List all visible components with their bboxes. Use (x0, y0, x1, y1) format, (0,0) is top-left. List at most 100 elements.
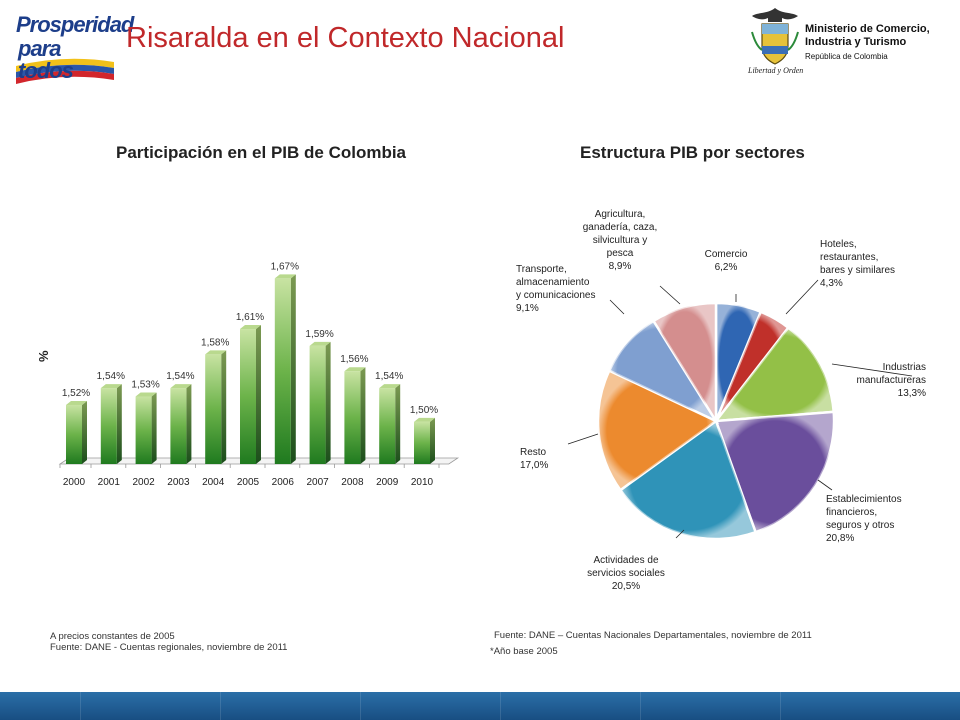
x-tick-label: 2001 (98, 477, 121, 488)
note-base-year: *Año base 2005 (490, 646, 558, 657)
bar-value-label: 1,50% (410, 405, 438, 416)
page-title: Risaralda en el Contexto Nacional (126, 22, 565, 54)
bar-front (170, 388, 187, 464)
pie-label: 17,0% (520, 460, 548, 471)
bar-top (309, 341, 331, 346)
pie-leader-line (831, 363, 913, 377)
bar-front (309, 345, 326, 464)
pie-leader-line (567, 433, 599, 445)
bar-value-label: 1,67% (271, 261, 299, 272)
pie-leader-line (675, 529, 685, 539)
x-tick-label: 2009 (376, 477, 399, 488)
ministry-label: Ministerio de Comercio, Industria y Turi… (805, 23, 955, 63)
x-tick-label: 2000 (63, 477, 86, 488)
pie-label: 8,9% (609, 261, 632, 272)
bar-front (100, 388, 117, 464)
bar-front (205, 354, 222, 464)
pie-chart: Comercio 6,2% Hoteles, restaurantes, bares y… (516, 209, 926, 592)
bar-front (274, 278, 291, 464)
pie-label: manufactureras (857, 375, 926, 386)
x-tick-label: 2010 (411, 477, 434, 488)
bar-value-label: 1,59% (305, 329, 333, 340)
pie-slice-shade (620, 421, 756, 540)
x-tick-label: 2002 (132, 477, 155, 488)
bar-top (274, 274, 296, 279)
pie-label: 20,5% (612, 581, 640, 592)
pie-label: Transporte, (516, 264, 567, 275)
bar-side (325, 341, 331, 464)
bar-side (116, 384, 122, 464)
pie-label: financieros, (826, 507, 877, 518)
ministry-line-2: Industria y Turismo (805, 36, 907, 48)
pie-label: seguros y otros (826, 520, 894, 531)
pie-slice-shade (716, 327, 834, 421)
pie-label: 13,3% (898, 388, 926, 399)
note-source-left: Fuente: DANE - Cuentas regionales, novie… (50, 642, 288, 653)
bar-side (430, 417, 435, 464)
pie-label: bares y similares (820, 265, 895, 276)
pie-label: 4,3% (820, 278, 843, 289)
bar-front (344, 371, 361, 464)
pie-label: restaurantes, (820, 252, 878, 263)
pie-label: Agricultura, (595, 209, 646, 220)
x-tick-label: 2004 (202, 477, 225, 488)
bar-value-label: 1,52% (62, 388, 90, 399)
bar-side (82, 400, 87, 464)
x-tick-label: 2003 (167, 477, 190, 488)
bar-side (256, 325, 261, 464)
bar-top (205, 350, 227, 355)
logo-stripes (16, 58, 114, 84)
bar-top (66, 400, 87, 405)
bar-side (290, 274, 296, 464)
pie-label: Establecimientos (826, 494, 902, 505)
pie-label: Actividades de (593, 555, 658, 566)
pie-chart-title: Estructura PIB por sectores (580, 143, 805, 162)
ministry-line-3: República de Colombia (805, 52, 888, 61)
bar-top (240, 325, 261, 330)
bar-side (360, 367, 366, 464)
x-tick-label: 2007 (306, 477, 329, 488)
bar-value-label: 1,56% (340, 354, 368, 365)
logo-line-2: para todos (18, 36, 74, 83)
bar-top (135, 392, 157, 397)
bar-side (151, 392, 157, 464)
bar-top (344, 367, 366, 372)
bar-side (221, 350, 227, 464)
bar-2001 (100, 384, 122, 464)
bar-front (414, 421, 430, 464)
pie-label: Resto (520, 447, 547, 458)
bar-top (379, 384, 401, 389)
pie-leader-line (817, 479, 833, 491)
pie-label: 6,2% (715, 262, 738, 273)
pie-label: almacenamiento (516, 277, 590, 288)
footer-bar (0, 692, 960, 720)
pie-slice-shade (609, 320, 716, 421)
bar-2000 (66, 400, 87, 464)
bar-side (395, 384, 401, 464)
pie-label: 9,1% (516, 303, 539, 314)
pie-leader-line (785, 279, 819, 315)
bar-value-label: 1,54% (97, 371, 125, 382)
pie-label: Comercio (705, 249, 748, 260)
bar-value-label: 1,58% (201, 337, 229, 348)
bar-value-label: 1,54% (375, 371, 403, 382)
prosperidad-logo: Prosperidad para todos (14, 10, 134, 84)
crest-motto: Libertad y Orden (748, 66, 804, 75)
bar-chart: 1,52% 2000 1,54% 2001 1,53% 2002 1,54% 2003 1,58… (36, 261, 460, 488)
bar-2002 (135, 392, 157, 464)
pie-label: 20,8% (826, 533, 854, 544)
pie-slice-shade (598, 370, 716, 491)
note-source-right: Fuente: DANE – Cuentas Nacionales Depart… (494, 630, 812, 641)
bar-2004 (205, 350, 227, 464)
y-axis-label: % (36, 350, 51, 362)
bar-value-label: 1,61% (236, 312, 264, 323)
pie-label: pesca (607, 248, 634, 259)
x-tick-label: 2005 (237, 477, 260, 488)
note-constant-prices: A precios constantes de 2005 (50, 631, 175, 642)
pie-label: Industrias (883, 362, 926, 373)
pie-label: Hoteles, (820, 239, 857, 250)
bar-front (379, 388, 396, 464)
bar-2008 (344, 367, 366, 464)
pie-label: ganadería, caza, (583, 222, 658, 233)
x-tick-label: 2006 (272, 477, 295, 488)
